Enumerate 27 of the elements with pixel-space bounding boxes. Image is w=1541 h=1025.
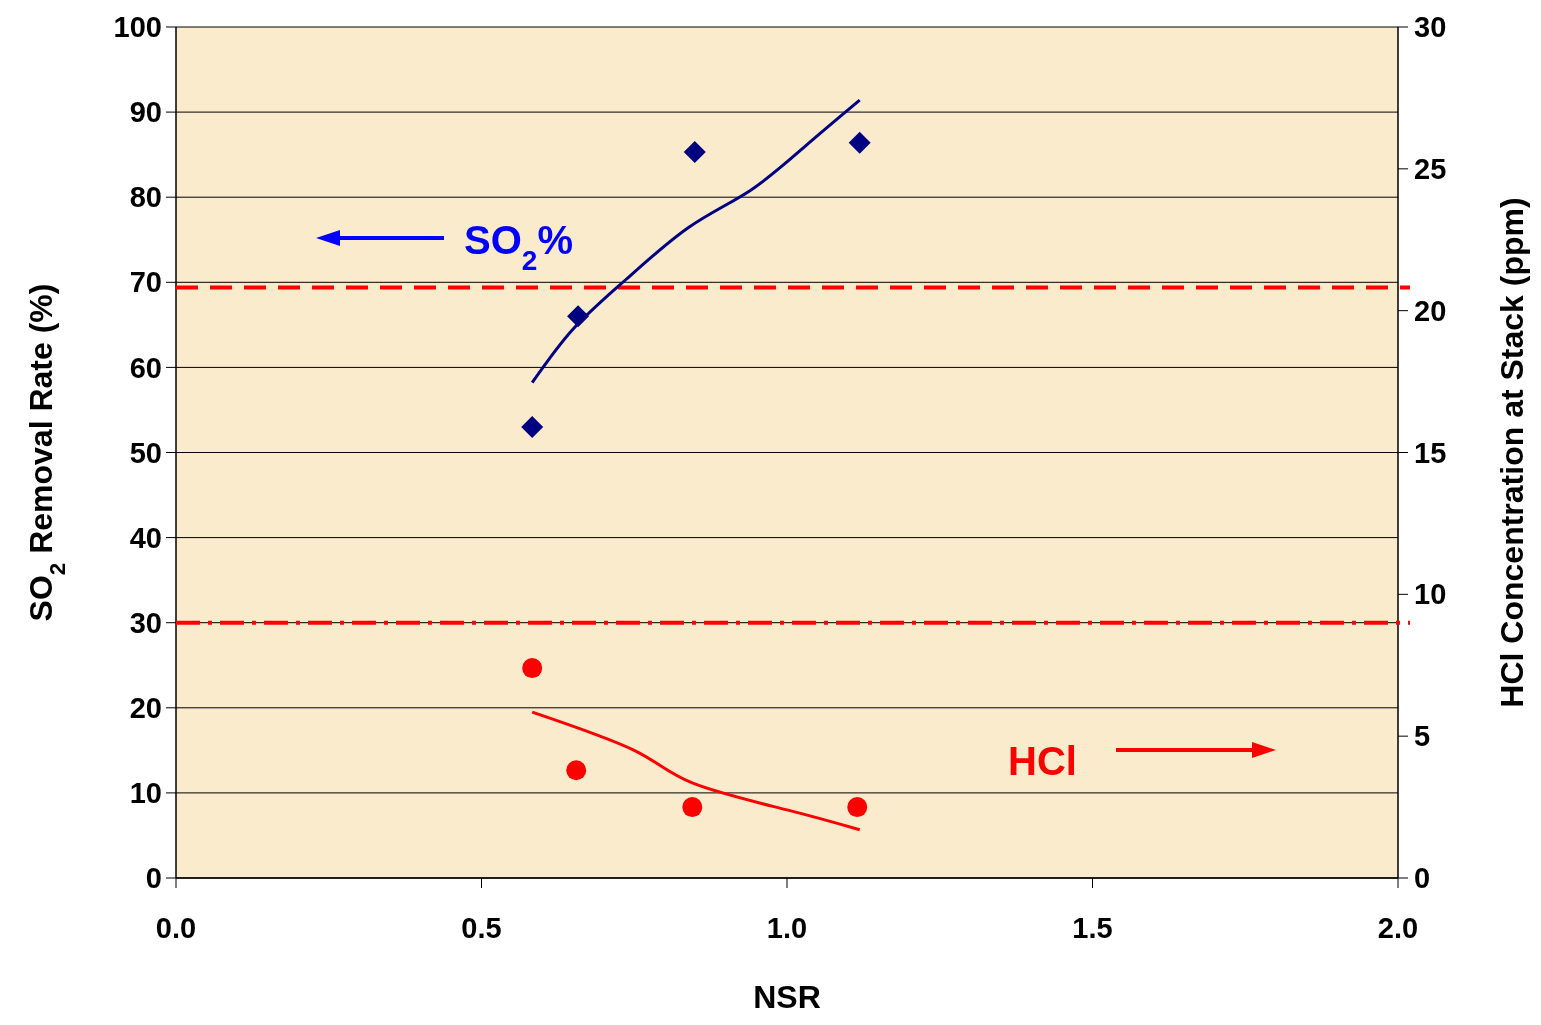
y2-tick-label: 0	[1414, 862, 1431, 895]
y-tick-label: 100	[113, 11, 162, 44]
y-tick-label: 0	[145, 862, 162, 895]
y-tick-label: 10	[129, 777, 162, 810]
y2-axis-title: HCl Concentration at Stack (ppm)	[1494, 197, 1530, 708]
x-tick-label: 2.0	[1377, 912, 1419, 944]
y-tick-label: 30	[129, 606, 162, 639]
y-tick-label: 90	[129, 96, 162, 129]
x-tick-label: 0.5	[461, 912, 502, 944]
y2-tick-label: 10	[1414, 578, 1447, 611]
annotation: SO$_{2}$%	[464, 218, 573, 276]
y2-tick-label: 20	[1414, 294, 1447, 327]
y-tick-label: 40	[129, 521, 162, 554]
y2-tick-label: 25	[1414, 152, 1447, 185]
y-tick-label: 60	[129, 351, 162, 384]
y-tick-label: 70	[129, 266, 162, 299]
x-tick-label: 1.5	[1072, 912, 1113, 944]
x-axis-title: NSR	[753, 979, 821, 1015]
y2-tick-label: 30	[1414, 11, 1447, 44]
annotation: HCl	[1008, 739, 1077, 783]
y2-tick-label: 15	[1414, 436, 1447, 469]
y-tick-label: 80	[129, 181, 162, 214]
x-tick-label: 0.0	[155, 912, 197, 944]
y-tick-label: 20	[129, 691, 162, 724]
x-tick-label: 1.0	[766, 912, 808, 944]
y-tick-label: 50	[129, 436, 162, 469]
y2-tick-label: 5	[1414, 720, 1431, 753]
